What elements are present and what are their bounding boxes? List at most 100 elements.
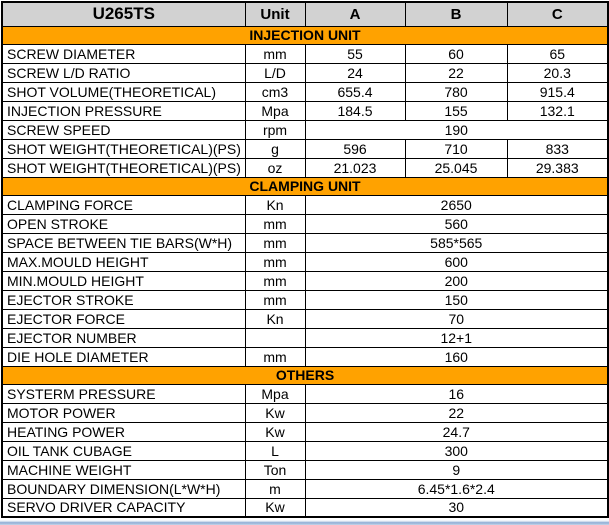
value-cell-b: 155 [404,100,508,121]
table-row: SERVO DRIVER CAPACITY Kw 30 [1,497,609,518]
table-row: OPEN STROKE mm 560 [1,213,609,234]
value-cell-merged: 190 [304,119,609,140]
value-cell-merged: 585*565 [304,232,609,253]
table-header-row: U265TS Unit A B C [1,1,609,27]
column-c-header: C [506,1,609,27]
unit-cell: Mpa [244,100,306,121]
table-row: EJECTOR NUMBER 12+1 [1,327,609,348]
unit-cell: rpm [244,119,306,140]
unit-cell: Ton [244,459,306,480]
spec-name-cell: MAX.MOULD HEIGHT [1,251,246,272]
value-cell-a: 184.5 [304,100,406,121]
table-row: SHOT WEIGHT(THEORETICAL)(PS) oz 21.023 25.0… [1,157,609,178]
unit-cell: Mpa [244,383,306,404]
spec-name-cell: SHOT VOLUME(THEORETICAL) [1,81,246,102]
spec-name-cell: SHOT WEIGHT(THEORETICAL)(PS) [1,157,246,178]
spec-name-cell: OIL TANK CUBAGE [1,440,246,461]
value-cell-merged: 12+1 [304,327,609,348]
value-cell-c: 833 [506,138,609,159]
value-cell-b: 780 [404,81,508,102]
spec-name-cell: OPEN STROKE [1,213,246,234]
table-row: DIE HOLE DIAMETER mm 160 [1,346,609,367]
value-cell-merged: 22 [304,402,609,423]
spec-name-cell: SCREW DIAMETER [1,43,246,64]
value-cell-a: 21.023 [304,157,406,178]
value-cell-c: 29.383 [506,157,609,178]
spec-name-cell: SYSTERM PRESSURE [1,383,246,404]
unit-cell: oz [244,157,306,178]
unit-cell: Kw [244,402,306,423]
value-cell-b: 22 [404,62,508,83]
value-cell-merged: 9 [304,459,609,480]
table-row: SYSTERM PRESSURE Mpa 16 [1,383,609,404]
spec-name-cell: DIE HOLE DIAMETER [1,346,246,367]
unit-cell: Kn [244,194,306,215]
unit-cell: mm [244,270,306,291]
unit-cell: mm [244,251,306,272]
table-row: SHOT VOLUME(THEORETICAL) cm3 655.4 780 915.4 [1,81,609,102]
spec-name-cell: HEATING POWER [1,421,246,442]
value-cell-b: 60 [404,43,508,64]
spec-table-body: INJECTION UNIT SCREW DIAMETER mm 55 60 65 SCRE… [1,25,609,518]
value-cell-merged: 150 [304,289,609,310]
value-cell-a: 55 [304,43,406,64]
value-cell-c: 20.3 [506,62,609,83]
table-row: MAX.MOULD HEIGHT mm 600 [1,251,609,272]
table-row: SCREW DIAMETER mm 55 60 65 [1,43,609,64]
value-cell-merged: 30 [304,497,609,518]
column-b-header: B [404,1,508,27]
table-row: SCREW SPEED rpm 190 [1,119,609,140]
value-cell-merged: 24.7 [304,421,609,442]
column-a-header: A [304,1,406,27]
spec-name-cell: CLAMPING FORCE [1,194,246,215]
table-row: HEATING POWER Kw 24.7 [1,421,609,442]
spec-name-cell: EJECTOR FORCE [1,308,246,329]
spec-name-cell: SHOT WEIGHT(THEORETICAL)(PS) [1,138,246,159]
value-cell-merged: 200 [304,270,609,291]
value-cell-a: 655.4 [304,81,406,102]
value-cell-a: 24 [304,62,406,83]
value-cell-c: 915.4 [506,81,609,102]
value-cell-b: 710 [404,138,508,159]
unit-cell: Kw [244,497,306,518]
window-bottom-edge [0,520,609,525]
unit-cell: L/D [244,62,306,83]
section-title: OTHERS [1,365,609,385]
value-cell-merged: 16 [304,383,609,404]
spec-name-cell: MIN.MOULD HEIGHT [1,270,246,291]
spec-name-cell: SCREW L/D RATIO [1,62,246,83]
value-cell-merged: 6.45*1.6*2.4 [304,478,609,499]
unit-cell: Kn [244,308,306,329]
value-cell-merged: 300 [304,440,609,461]
value-cell-merged: 160 [304,346,609,367]
section-header-row: INJECTION UNIT [1,25,609,45]
spec-name-cell: EJECTOR STROKE [1,289,246,310]
table-row: EJECTOR FORCE Kn 70 [1,308,609,329]
value-cell-c: 132.1 [506,100,609,121]
unit-cell: L [244,440,306,461]
table-row: MACHINE WEIGHT Ton 9 [1,459,609,480]
unit-cell: mm [244,346,306,367]
value-cell-merged: 2650 [304,194,609,215]
value-cell-c: 65 [506,43,609,64]
table-row: MIN.MOULD HEIGHT mm 200 [1,270,609,291]
value-cell-a: 596 [304,138,406,159]
table-row: INJECTION PRESSURE Mpa 184.5 155 132.1 [1,100,609,121]
section-header-row: OTHERS [1,365,609,385]
unit-cell: g [244,138,306,159]
unit-cell: mm [244,43,306,64]
table-row: MOTOR POWER Kw 22 [1,402,609,423]
unit-cell: cm3 [244,81,306,102]
model-title-cell: U265TS [1,1,246,27]
spec-name-cell: EJECTOR NUMBER [1,327,246,348]
spec-name-cell: INJECTION PRESSURE [1,100,246,121]
unit-cell: mm [244,289,306,310]
table-row: BOUNDARY DIMENSION(L*W*H) m 6.45*1.6*2.4 [1,478,609,499]
unit-cell: mm [244,232,306,253]
unit-cell: mm [244,213,306,234]
spec-name-cell: MACHINE WEIGHT [1,459,246,480]
value-cell-b: 25.045 [404,157,508,178]
spec-name-cell: SERVO DRIVER CAPACITY [1,497,246,518]
